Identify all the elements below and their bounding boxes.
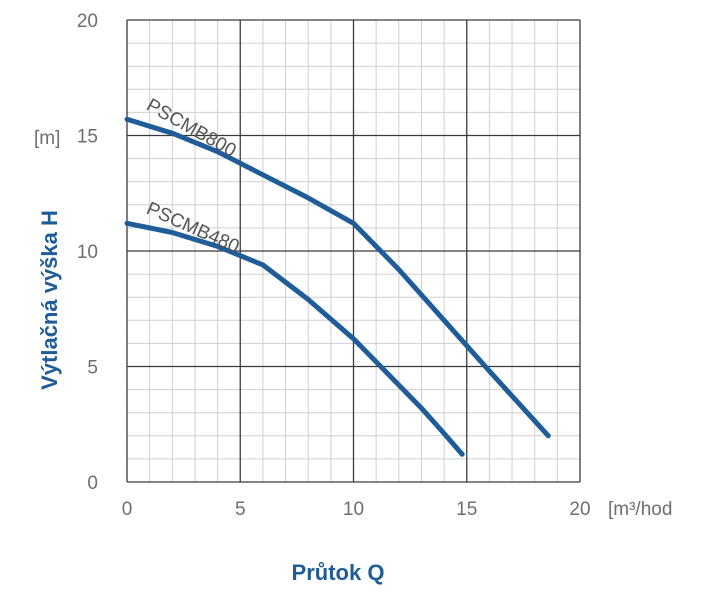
series-line-pscmb480 (124, 220, 465, 457)
y-tick-label: 10 (77, 242, 98, 263)
y-tick-label: 20 (77, 11, 98, 32)
x-tick-label: 0 (122, 499, 133, 520)
tick-labels: 0 5 10 15 20 0 5 10 15 20 (77, 11, 591, 520)
y-tick-label: 15 (77, 127, 98, 148)
x-tick-label: 5 (235, 499, 246, 520)
y-tick-label: 5 (87, 358, 98, 379)
x-unit-label: [m³/hod (608, 499, 672, 520)
series-line-pscmb800 (124, 116, 551, 439)
y-axis-title: Výtlačná výška H (37, 210, 62, 390)
y-tick-label: 0 (87, 473, 98, 494)
x-axis-title: Průtok Q (292, 560, 385, 585)
x-tick-label: 20 (569, 499, 590, 520)
x-tick-label: 10 (343, 499, 364, 520)
y-unit-label: [m] (34, 128, 60, 149)
x-tick-label: 15 (456, 499, 477, 520)
major-grid (126, 19, 581, 483)
